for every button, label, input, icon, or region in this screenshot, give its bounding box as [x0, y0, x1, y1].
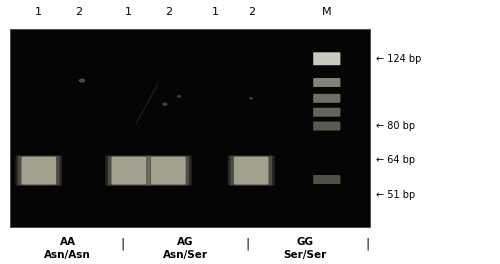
FancyBboxPatch shape: [313, 175, 340, 184]
FancyBboxPatch shape: [313, 78, 340, 87]
FancyBboxPatch shape: [313, 121, 340, 130]
Text: 1: 1: [212, 7, 218, 17]
FancyBboxPatch shape: [148, 156, 189, 185]
Text: AA: AA: [60, 237, 76, 247]
Text: 2: 2: [165, 7, 172, 17]
Text: Asn/Asn: Asn/Asn: [44, 250, 91, 260]
FancyBboxPatch shape: [22, 157, 56, 185]
Text: ← 64 bp: ← 64 bp: [376, 155, 415, 165]
FancyBboxPatch shape: [234, 157, 268, 185]
Text: |: |: [366, 238, 370, 251]
Text: ← 80 bp: ← 80 bp: [376, 121, 415, 131]
Text: ← 51 bp: ← 51 bp: [376, 190, 415, 200]
FancyBboxPatch shape: [108, 156, 150, 185]
Text: 1: 1: [36, 7, 43, 17]
Text: M: M: [322, 7, 332, 17]
Text: AG: AG: [177, 237, 193, 247]
FancyBboxPatch shape: [313, 94, 340, 103]
Circle shape: [163, 103, 167, 105]
Text: 1: 1: [126, 7, 132, 17]
Text: 2: 2: [248, 7, 255, 17]
FancyBboxPatch shape: [230, 156, 272, 185]
Text: 2: 2: [75, 7, 82, 17]
FancyBboxPatch shape: [16, 155, 62, 186]
FancyBboxPatch shape: [313, 108, 340, 117]
Text: Ser/Ser: Ser/Ser: [284, 250, 327, 260]
Text: ← 124 bp: ← 124 bp: [376, 54, 422, 64]
Circle shape: [250, 97, 252, 99]
Circle shape: [80, 79, 84, 82]
FancyBboxPatch shape: [106, 155, 152, 186]
FancyBboxPatch shape: [313, 52, 340, 65]
FancyBboxPatch shape: [18, 156, 59, 185]
FancyBboxPatch shape: [151, 157, 186, 185]
FancyBboxPatch shape: [112, 157, 146, 185]
Text: |: |: [246, 238, 250, 251]
Text: GG: GG: [296, 237, 314, 247]
Text: Asn/Ser: Asn/Ser: [162, 250, 208, 260]
FancyBboxPatch shape: [228, 155, 274, 186]
Circle shape: [178, 96, 180, 97]
Text: |: |: [120, 238, 124, 251]
FancyBboxPatch shape: [145, 155, 192, 186]
Bar: [10, 29, 370, 227]
